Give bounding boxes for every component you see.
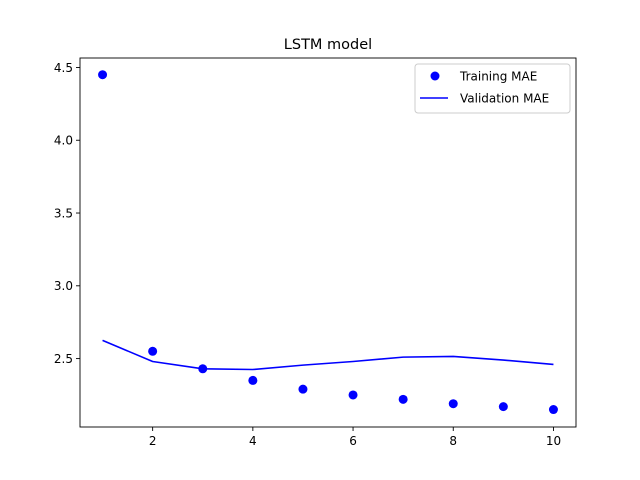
chart-title: LSTM model xyxy=(284,37,372,53)
legend-label-validation-mae: Validation MAE xyxy=(460,91,549,105)
training-mae-point-8 xyxy=(448,399,458,409)
legend-label-training-mae: Training MAE xyxy=(459,69,537,83)
x-tick-label-4: 4 xyxy=(249,434,257,448)
x-tick-label-8: 8 xyxy=(449,434,457,448)
legend-box xyxy=(414,63,571,114)
y-tick-label-4.5: 4.5 xyxy=(54,61,73,75)
x-tick-label-2: 2 xyxy=(149,434,157,448)
training-mae-point-5 xyxy=(298,384,308,394)
x-tick-label-10: 10 xyxy=(546,434,561,448)
y-tick-label-4.0: 4.0 xyxy=(54,134,73,148)
axes-layer: 2 4 6 8 10 2.5 3.0 3.5 4.0 4.5 xyxy=(54,57,577,448)
validation-mae-line xyxy=(102,339,554,371)
training-mae-point-4 xyxy=(248,375,258,385)
axes-frame xyxy=(79,57,577,428)
training-mae-point-6 xyxy=(348,390,358,400)
x-tick-label-6: 6 xyxy=(349,434,357,448)
training-mae-point-2 xyxy=(148,346,158,356)
training-mae-point-10 xyxy=(548,405,558,415)
y-tick-label-3.5: 3.5 xyxy=(54,206,73,220)
legend-swatch-training-mae xyxy=(430,71,440,81)
training-mae-point-1 xyxy=(98,70,108,80)
legend: Training MAE Validation MAE xyxy=(414,63,571,114)
training-mae-point-9 xyxy=(498,402,508,412)
training-mae-point-7 xyxy=(398,394,408,404)
y-tick-label-3.0: 3.0 xyxy=(54,279,73,293)
data-layer xyxy=(98,70,558,415)
y-tick-label-2.5: 2.5 xyxy=(54,352,73,366)
